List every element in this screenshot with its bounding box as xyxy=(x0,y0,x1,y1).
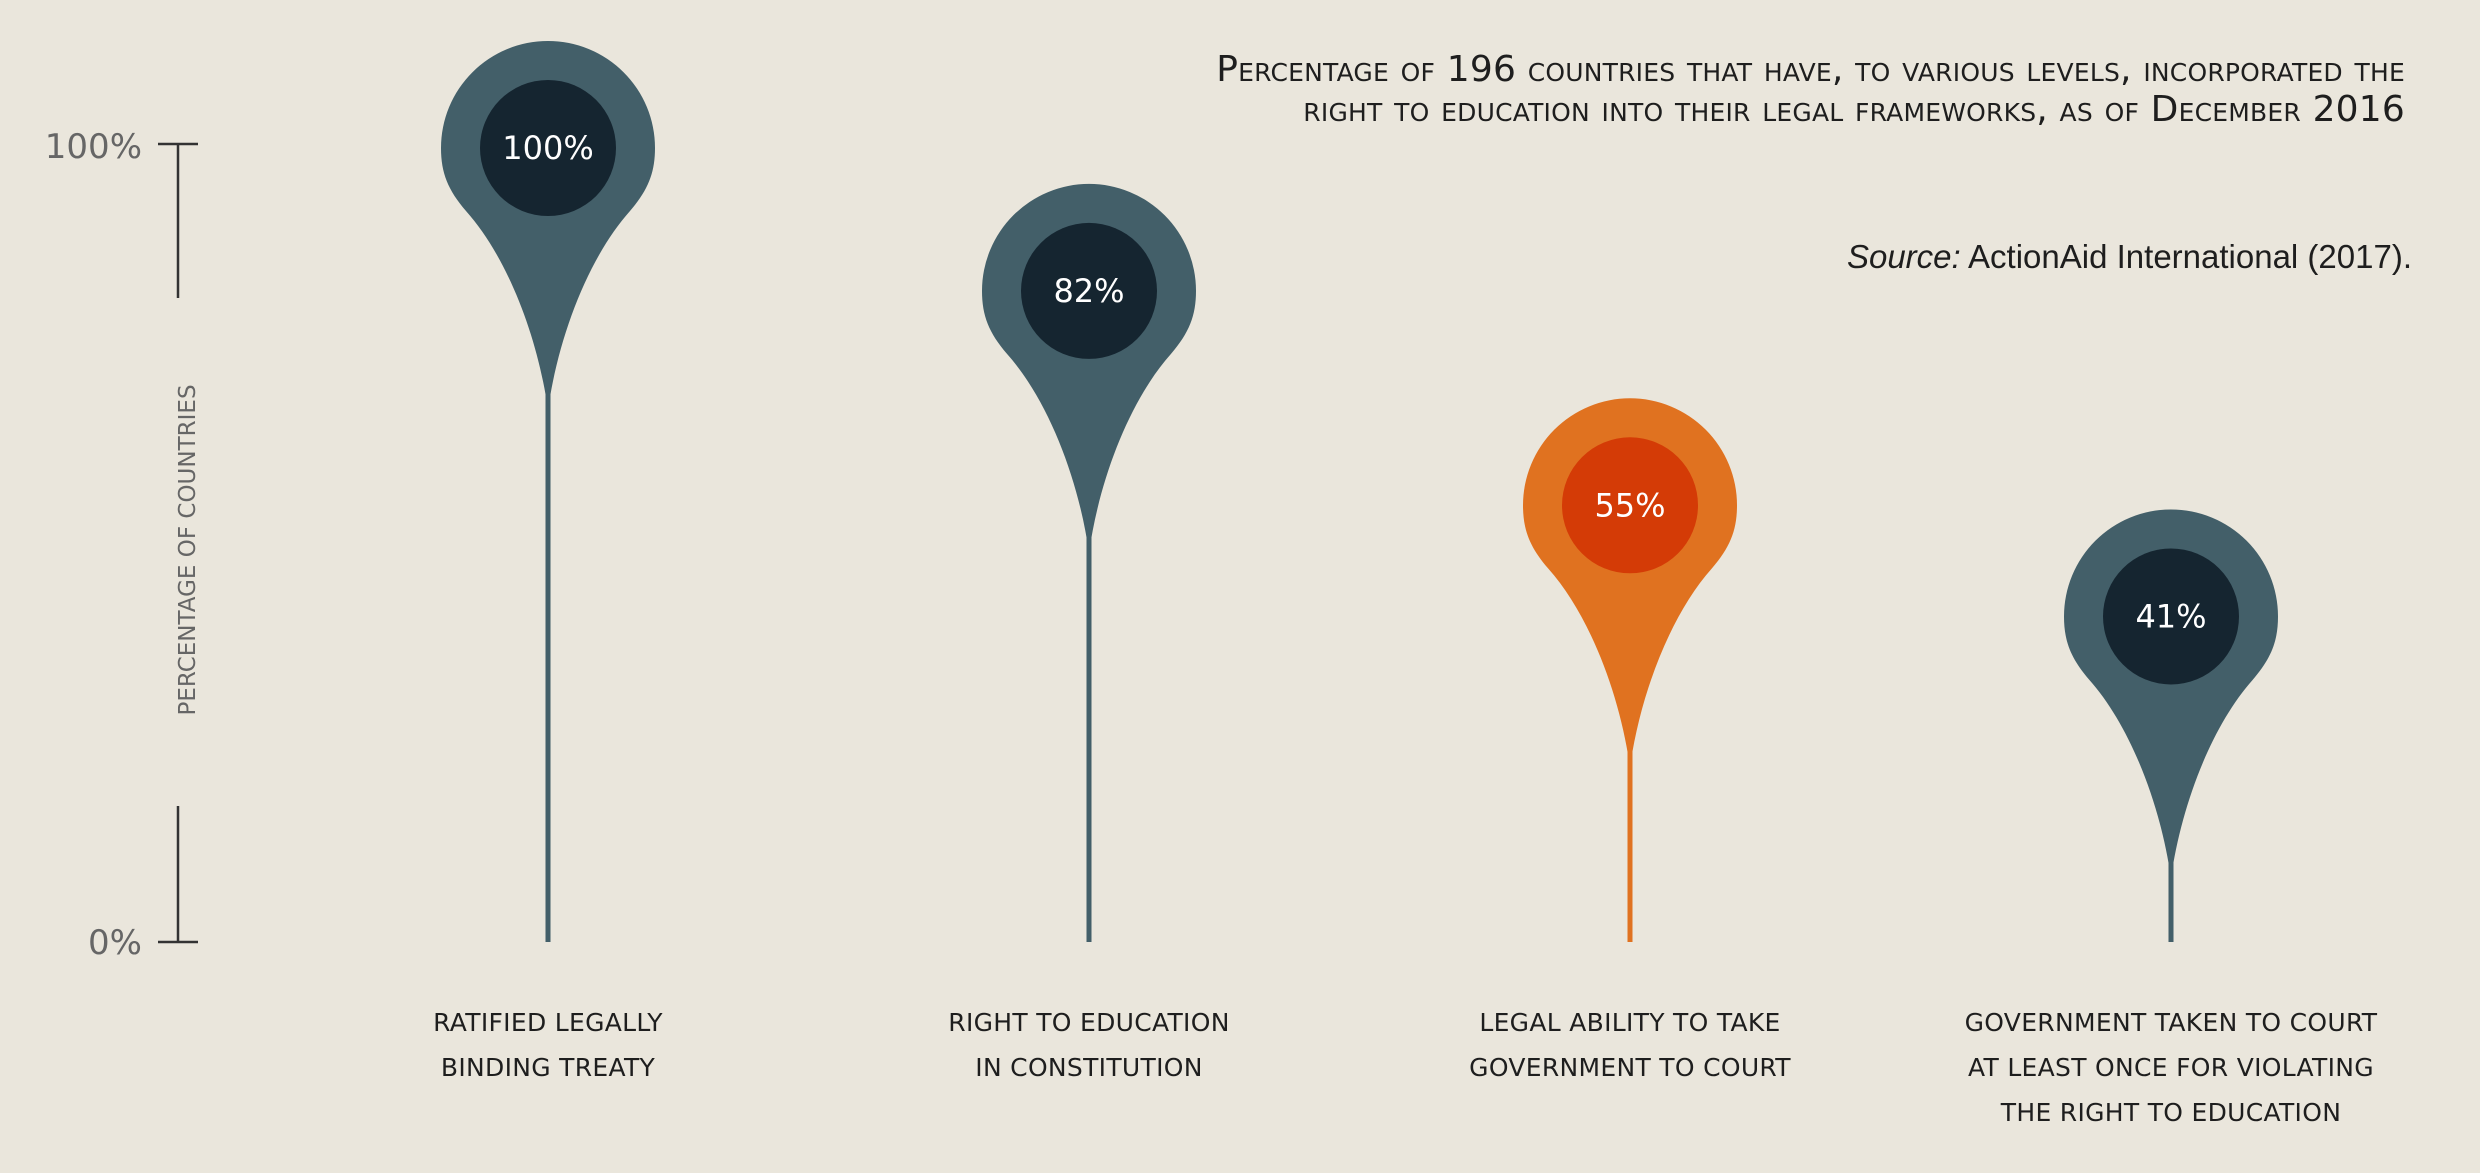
y-tick-label-100: 100% xyxy=(45,127,142,167)
pin-inner-circle-4 xyxy=(2103,548,2239,685)
value-label-1: 100% xyxy=(502,129,593,167)
category-label-4-line-1: GOVERNMENT TAKEN TO COURT xyxy=(1964,1008,2378,1037)
category-label-4-line-3: THE RIGHT TO EDUCATION xyxy=(2000,1098,2342,1127)
category-label-1-line-1: RATIFIED LEGALLY xyxy=(433,1008,663,1037)
value-label-3: 55% xyxy=(1594,486,1665,524)
chart-title-line-2: right to education into their legal fram… xyxy=(1303,89,2405,130)
value-label-4: 41% xyxy=(2135,597,2206,635)
source-label: Source: xyxy=(1846,238,1961,275)
category-label-1: RATIFIED LEGALLY BINDING TREATY xyxy=(338,1000,758,1090)
category-label-4: GOVERNMENT TAKEN TO COURT AT LEAST ONCE F… xyxy=(1961,1000,2381,1135)
value-label-2: 82% xyxy=(1053,272,1124,310)
y-tick-label-0: 0% xyxy=(88,923,142,963)
category-label-1-line-2: BINDING TREATY xyxy=(440,1053,656,1082)
pin-inner-circle-1 xyxy=(480,80,616,216)
pin-inner-circle-3 xyxy=(1562,437,1698,574)
category-label-2-line-1: RIGHT TO EDUCATION xyxy=(948,1008,1230,1037)
category-label-3-line-1: LEGAL ABILITY TO TAKE xyxy=(1479,1008,1781,1037)
pin-inner-circle-2 xyxy=(1021,222,1157,359)
chart-title: Percentage of 196 countries that have, t… xyxy=(1105,50,2405,130)
source-note: Source: ActionAid International (2017). xyxy=(1847,238,2412,276)
category-label-2-line-2: IN CONSTITUTION xyxy=(975,1053,1203,1082)
category-label-3-line-2: GOVERNMENT TO COURT xyxy=(1469,1053,1791,1082)
source-text: ActionAid International (2017). xyxy=(1960,238,2412,275)
category-label-2: RIGHT TO EDUCATION IN CONSTITUTION xyxy=(879,1000,1299,1090)
chart-title-line-1: Percentage of 196 countries that have, t… xyxy=(1216,49,2405,90)
category-label-3: LEGAL ABILITY TO TAKE GOVERNMENT TO COURT xyxy=(1420,1000,1840,1090)
y-axis-title: PERCENTAGE OF COUNTRIES xyxy=(175,384,201,715)
category-label-4-line-2: AT LEAST ONCE FOR VIOLATING xyxy=(1968,1053,2374,1082)
